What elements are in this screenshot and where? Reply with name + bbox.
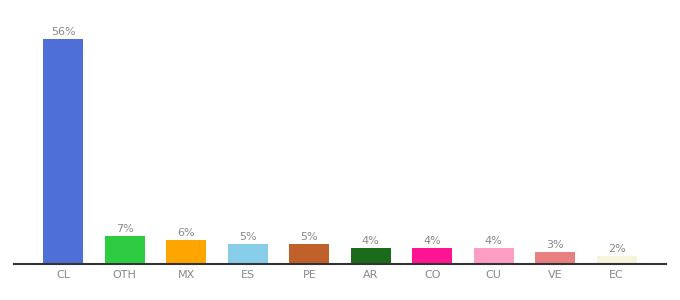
Text: 3%: 3% [547,240,564,250]
Text: 6%: 6% [177,228,195,238]
Bar [105,236,145,264]
Text: 2%: 2% [608,244,626,254]
Bar [597,256,636,264]
Text: 5%: 5% [239,232,256,242]
Bar [535,252,575,264]
Text: 4%: 4% [424,236,441,246]
Text: 5%: 5% [301,232,318,242]
Bar [289,244,329,264]
Text: 56%: 56% [51,27,75,37]
Bar [167,240,206,264]
Bar [474,248,513,264]
Bar [228,244,268,264]
Bar [351,248,391,264]
Bar [412,248,452,264]
Text: 7%: 7% [116,224,134,234]
Bar [44,39,83,264]
Text: 4%: 4% [485,236,503,246]
Text: 4%: 4% [362,236,379,246]
